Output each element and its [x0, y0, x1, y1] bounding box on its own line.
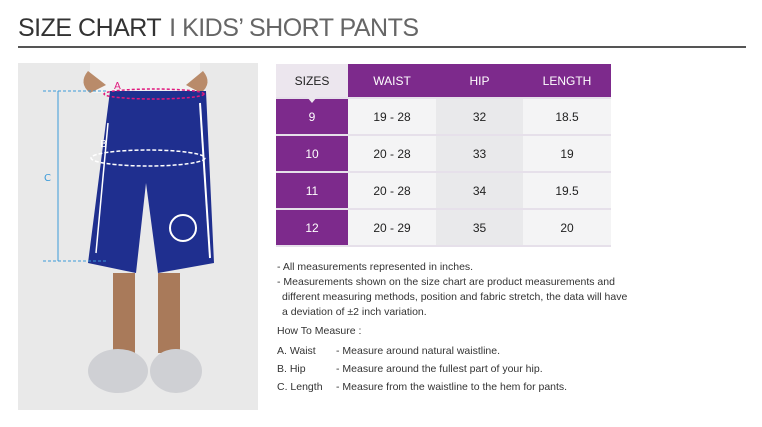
note-line: - Measurements shown on the size chart a…: [277, 276, 615, 288]
notes: - All measurements represented in inches…: [277, 260, 627, 320]
table-header: SIZES WAIST HIP LENGTH: [276, 64, 611, 103]
note-line: - All measurements represented in inches…: [277, 261, 474, 273]
measure-desc: - Measure from the waistline to the hem …: [336, 381, 568, 393]
cell-hip: 32: [436, 98, 523, 136]
measure-key: B. Hip: [277, 363, 306, 375]
how-to-measure: How To Measure : A. Waist - Measure aroun…: [277, 325, 567, 396]
measure-item: C. Length - Measure from the waistline to…: [277, 378, 567, 396]
product-photo: A B C: [18, 63, 258, 410]
table-row: 10 20 - 28 33 19: [276, 135, 611, 173]
size-table: SIZES WAIST HIP LENGTH 9 19 - 28 32 18.5 10…: [276, 64, 611, 247]
header-hip: HIP: [436, 64, 523, 99]
cell-hip: 35: [436, 209, 523, 247]
cell-waist: 20 - 28: [348, 135, 436, 173]
table-row: 11 20 - 28 34 19.5: [276, 172, 611, 210]
label-a: A: [114, 81, 121, 92]
title-text: SIZE CHART: [18, 14, 162, 42]
note-line: a deviation of ±2 inch variation.: [282, 306, 427, 318]
cell-waist: 20 - 28: [348, 172, 436, 210]
note-line: different measuring methods, position an…: [282, 291, 628, 303]
measure-key: A. Waist: [277, 345, 316, 357]
header-waist: WAIST: [348, 64, 436, 99]
divider: [18, 46, 746, 48]
cell-length: 18.5: [523, 98, 611, 136]
label-b: B: [100, 139, 107, 150]
table-row: 9 19 - 28 32 18.5: [276, 98, 611, 136]
measure-item: A. Waist - Measure around natural waistli…: [277, 342, 567, 360]
measure-item: B. Hip - Measure around the fullest part …: [277, 360, 567, 378]
how-to-title: How To Measure :: [277, 325, 362, 337]
subtitle: I KIDS’ SHORT PANTS: [169, 14, 419, 42]
cell-length: 20: [523, 209, 611, 247]
table-row: 12 20 - 29 35 20: [276, 209, 611, 247]
cell-size: 10: [276, 135, 348, 173]
cell-hip: 33: [436, 135, 523, 173]
measure-desc: - Measure around natural waistline.: [336, 345, 501, 357]
cell-size: 11: [276, 172, 348, 210]
header-sizes: SIZES: [276, 64, 348, 103]
measure-key: C. Length: [277, 381, 323, 393]
cell-length: 19: [523, 135, 611, 173]
cell-size: 9: [276, 98, 348, 136]
cell-hip: 34: [436, 172, 523, 210]
cell-length: 19.5: [523, 172, 611, 210]
label-c: C: [44, 173, 51, 184]
measure-desc: - Measure around the fullest part of you…: [336, 363, 543, 375]
cell-waist: 19 - 28: [348, 98, 436, 136]
cell-waist: 20 - 29: [348, 209, 436, 247]
header-length: LENGTH: [523, 64, 611, 99]
page-title: SIZE CHART I KIDS’ SHORT PANTS: [18, 14, 419, 43]
cell-size: 12: [276, 209, 348, 247]
